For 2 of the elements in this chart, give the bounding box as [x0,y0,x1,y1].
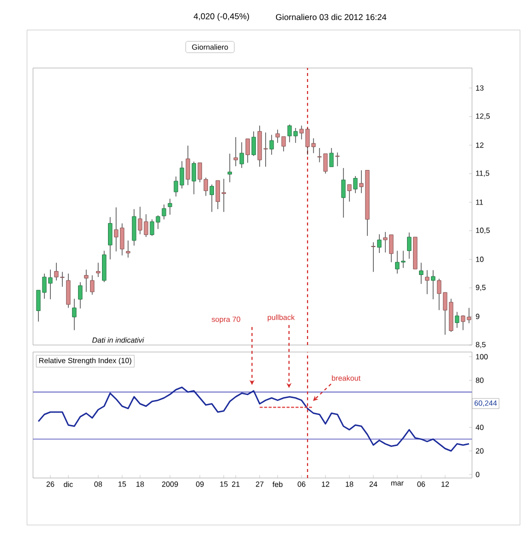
chart-title: 4,020 (-0,45%) [194,13,249,21]
chart-subtitle: Giornaliero 03 dic 2012 16:24 [276,14,386,20]
